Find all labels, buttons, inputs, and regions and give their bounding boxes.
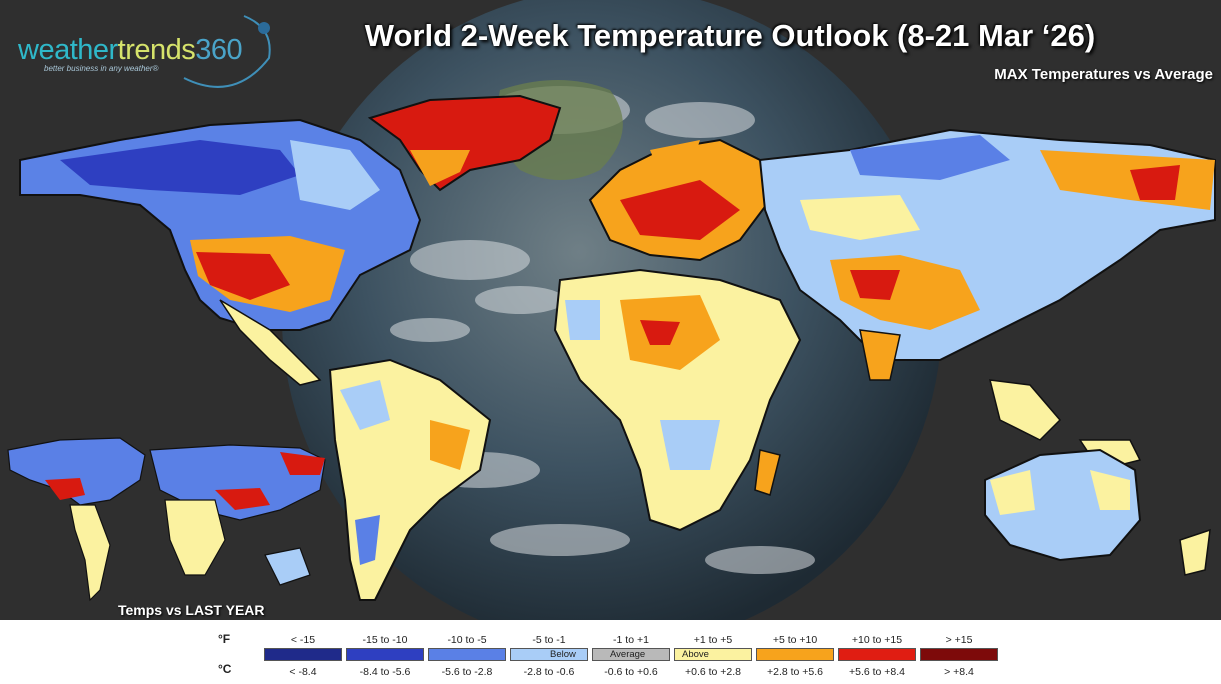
- map-subtitle: MAX Temperatures vs Average: [994, 66, 1213, 83]
- legend-swatch: [838, 648, 916, 661]
- greenland: [367, 94, 562, 192]
- legend-c-label: +5.6 to +8.4: [848, 666, 906, 678]
- legend-unit-c: °C: [218, 662, 232, 676]
- legend-c-label: +2.8 to +5.6: [766, 666, 824, 678]
- legend-f-label: +5 to +10: [772, 634, 818, 646]
- color-legend: °F °C < -15 < -8.4 -15 to -10 -8.4 to -5.6 -…: [0, 620, 1221, 684]
- legend-f-label: -1 to +1: [613, 634, 649, 646]
- legend-category-label: Below: [550, 649, 576, 660]
- legend-swatch: [674, 648, 752, 661]
- weathertrends360-logo: weathertrends360 better business in any …: [14, 14, 274, 88]
- legend-f-label: -15 to -10: [362, 634, 408, 646]
- logo-tagline: better business in any weather®: [44, 64, 159, 73]
- legend-f-label: +1 to +5: [693, 634, 733, 646]
- legend-f-label: -10 to -5: [447, 634, 487, 646]
- africa: [553, 268, 802, 532]
- legend-c-label: -5.6 to -2.8: [441, 666, 493, 678]
- legend-c-label: -8.4 to -5.6: [359, 666, 411, 678]
- legend-swatch: [592, 648, 670, 661]
- inset-map-last-year: [7, 437, 326, 602]
- legend-swatch: [920, 648, 998, 661]
- legend-c-label: < -8.4: [289, 666, 317, 678]
- legend-f-label: < -15: [290, 634, 316, 646]
- inset-label: Temps vs LAST YEAR: [118, 602, 265, 618]
- legend-category-label: Average: [610, 649, 646, 660]
- legend-f-label: > +15: [945, 634, 973, 646]
- legend-c-label: -2.8 to -0.6: [523, 666, 575, 678]
- legend-swatch: [264, 648, 342, 661]
- legend-swatch: [510, 648, 588, 661]
- legend-swatch: [756, 648, 834, 661]
- logo-wordmark: weathertrends360: [18, 34, 243, 66]
- legend-f-label: -5 to -1: [532, 634, 566, 646]
- legend-c-label: +0.6 to +2.8: [684, 666, 742, 678]
- logo-ring-icon: [183, 15, 271, 88]
- legend-f-label: +10 to +15: [851, 634, 903, 646]
- legend-unit-f: °F: [218, 632, 231, 646]
- legend-category-label: Above: [682, 649, 709, 660]
- legend-swatch: [346, 648, 424, 661]
- page-title: World 2-Week Temperature Outlook (8-21 M…: [364, 18, 1096, 53]
- legend-c-label: > +8.4: [944, 666, 974, 678]
- legend-swatch: [428, 648, 506, 661]
- world-map: [7, 0, 1216, 620]
- legend-c-label: -0.6 to +0.6: [604, 666, 658, 678]
- map-stage: weathertrends360 better business in any …: [7, 0, 1216, 620]
